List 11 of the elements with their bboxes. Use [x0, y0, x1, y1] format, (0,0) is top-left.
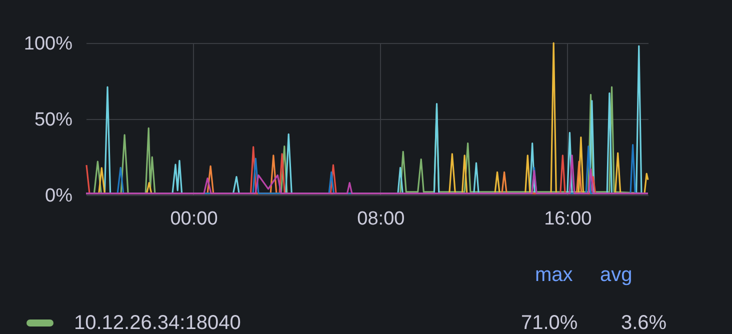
x-tick-label: 08:00 — [357, 208, 405, 230]
x-tick-label: 00:00 — [170, 208, 218, 230]
legend-label: 10.12.26.34:18040 — [74, 312, 241, 334]
text: 71.0% — [521, 312, 578, 334]
y-tick-label: 100% — [24, 34, 73, 54]
text: max — [535, 264, 573, 286]
text: 3.6% — [621, 312, 667, 334]
y-tick-label: 50% — [34, 110, 73, 130]
y-tick-label: 0% — [45, 186, 73, 206]
x-tick-label: 16:00 — [544, 208, 592, 230]
text: avg — [600, 264, 632, 286]
